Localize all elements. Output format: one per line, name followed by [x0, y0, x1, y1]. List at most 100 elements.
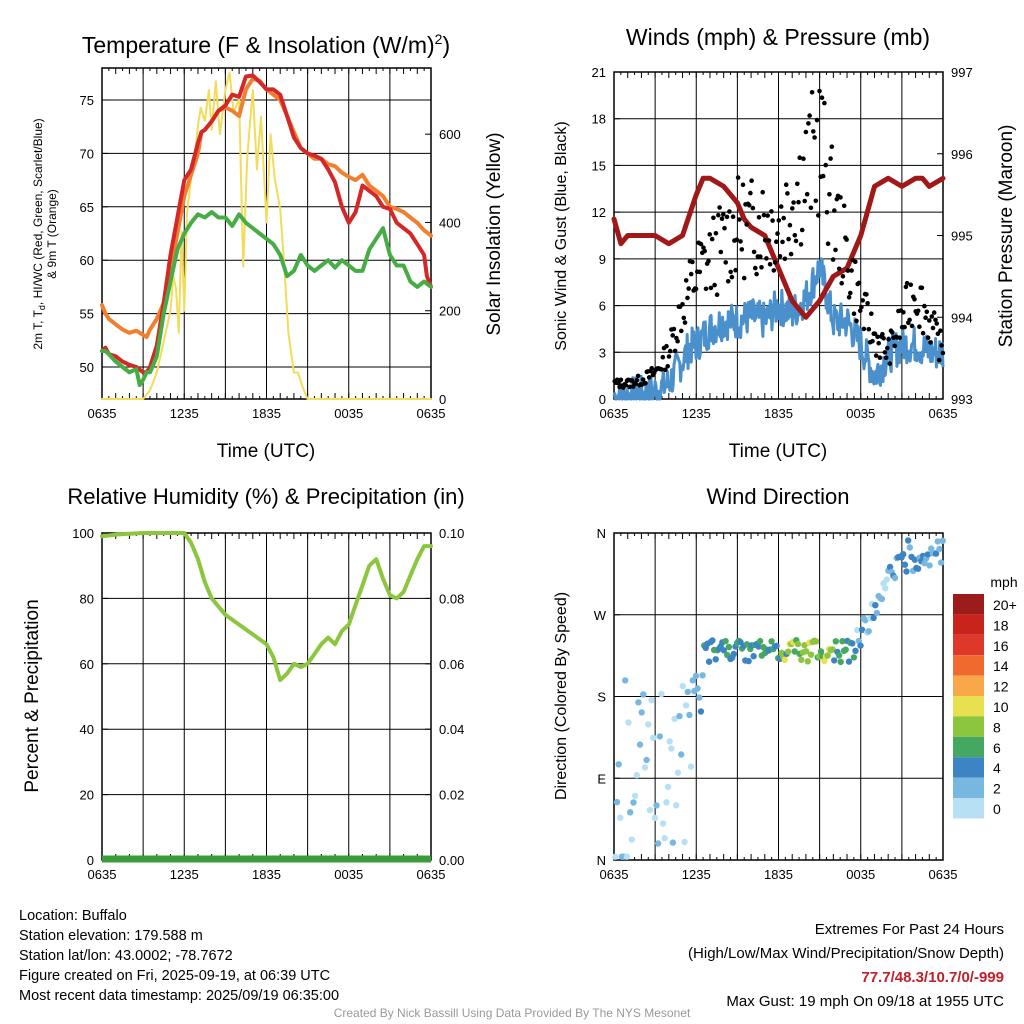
gust-point [751, 249, 757, 255]
y-tick-label: 18 [592, 112, 606, 127]
gust-point [712, 282, 717, 288]
x-tick-label: 0035 [334, 867, 363, 882]
x-tick-label: 1235 [170, 867, 199, 882]
title-text: Temperature (F & Insolation (W/m) [82, 32, 435, 58]
wind-direction-point [768, 638, 775, 645]
gust-point [840, 274, 846, 279]
wind-direction-point [650, 734, 657, 741]
y-tick-label: 9 [599, 252, 606, 267]
gust-point [682, 320, 688, 325]
gust-point [629, 378, 635, 383]
gust-point [923, 315, 928, 321]
station-location: Location: Buffalo [19, 908, 127, 924]
gust-point [833, 247, 838, 253]
gust-point [859, 304, 864, 310]
gust-point [887, 361, 893, 366]
wind-direction-point [635, 699, 642, 706]
gust-point [683, 278, 689, 283]
gust-point [659, 367, 664, 372]
gust-point [797, 155, 802, 160]
gust-point [883, 355, 889, 361]
max-gust: Max Gust: 19 mph On 09/18 at 1955 UTC [726, 993, 1004, 1010]
wind-direction-point [829, 646, 836, 653]
gust-point [865, 301, 870, 306]
gust-point [748, 190, 753, 196]
wind-direction-point [623, 853, 631, 860]
y-tick-label: 50 [80, 360, 94, 375]
wind-direction-point [687, 763, 695, 770]
gust-point [841, 203, 847, 209]
gust-point [765, 213, 770, 218]
wind-direction-point [784, 648, 792, 655]
wind-direction-point [858, 626, 866, 633]
gust-point [795, 181, 800, 187]
gust-point [872, 331, 878, 337]
gust-point [882, 350, 888, 355]
wind-direction-point [878, 595, 886, 603]
title-superscript: 2 [435, 31, 443, 47]
y2-tick-label: 400 [439, 215, 461, 230]
gust-point [907, 317, 912, 323]
wind-direction-point [839, 638, 846, 645]
y-tick-label: 75 [80, 93, 94, 108]
gust-point [729, 274, 735, 280]
y-tick-label: 3 [599, 345, 606, 360]
gust-point [709, 236, 715, 242]
x-tick-label: 0635 [88, 867, 117, 882]
gust-point [730, 214, 736, 219]
gust-point [825, 241, 831, 246]
gust-point [866, 326, 872, 332]
gust-point [698, 241, 704, 247]
gust-point [666, 354, 672, 359]
wind-direction-point [781, 656, 788, 663]
gust-point [665, 364, 670, 369]
wind-direction-point [934, 538, 941, 545]
wind-direction-point [658, 690, 665, 698]
wind-direction-point [679, 682, 686, 690]
gust-point [811, 129, 816, 134]
x-tick-label: 0035 [334, 406, 363, 421]
x-tick-label: 0035 [846, 406, 875, 421]
wind-direction-point [636, 741, 644, 748]
wind-direction-point [865, 628, 872, 635]
gust-point [764, 256, 769, 261]
credit-line: Created By Nick Bassill Using Data Provi… [333, 1006, 691, 1020]
wind-direction-point [646, 806, 654, 814]
wind-direction-point [686, 711, 693, 719]
wind-direction-point [645, 721, 652, 728]
gust-point [873, 353, 879, 358]
gust-point [727, 209, 732, 214]
y-tick-label: N [597, 853, 606, 868]
gust-point [938, 328, 943, 334]
legend-swatch [953, 594, 984, 615]
wind-direction-point [640, 691, 647, 698]
gust-point [697, 269, 703, 275]
gust-point [688, 271, 694, 277]
extremes-title: Extremes For Past 24 Hours [814, 921, 1004, 938]
wind-direction-point [936, 545, 943, 553]
y-tick-label: 20 [80, 788, 94, 803]
gust-point [876, 340, 881, 346]
gust-point [633, 381, 638, 387]
gust-point [723, 260, 728, 265]
wind-direction-point [837, 658, 844, 666]
wind-direction-point [689, 677, 696, 684]
wind-direction-point [682, 702, 690, 709]
gust-point [728, 269, 733, 275]
wind-direction-point [883, 576, 890, 583]
y-tick-label: 40 [80, 722, 94, 737]
y2-tick-label: 0.06 [439, 657, 464, 672]
gust-point [816, 213, 821, 218]
gust-point [796, 199, 801, 205]
gust-point [827, 192, 832, 197]
gust-point [788, 251, 794, 257]
gust-point [616, 380, 621, 386]
gust-point [812, 135, 817, 140]
wind-direction-point [673, 802, 680, 809]
wind-direction-point [854, 626, 861, 634]
gust-point [693, 286, 699, 292]
gust-point [829, 144, 835, 149]
chart-title-temperature: Temperature (F & Insolation (W/m)2) [82, 31, 450, 58]
gust-point [672, 348, 678, 354]
gust-point [721, 212, 726, 217]
